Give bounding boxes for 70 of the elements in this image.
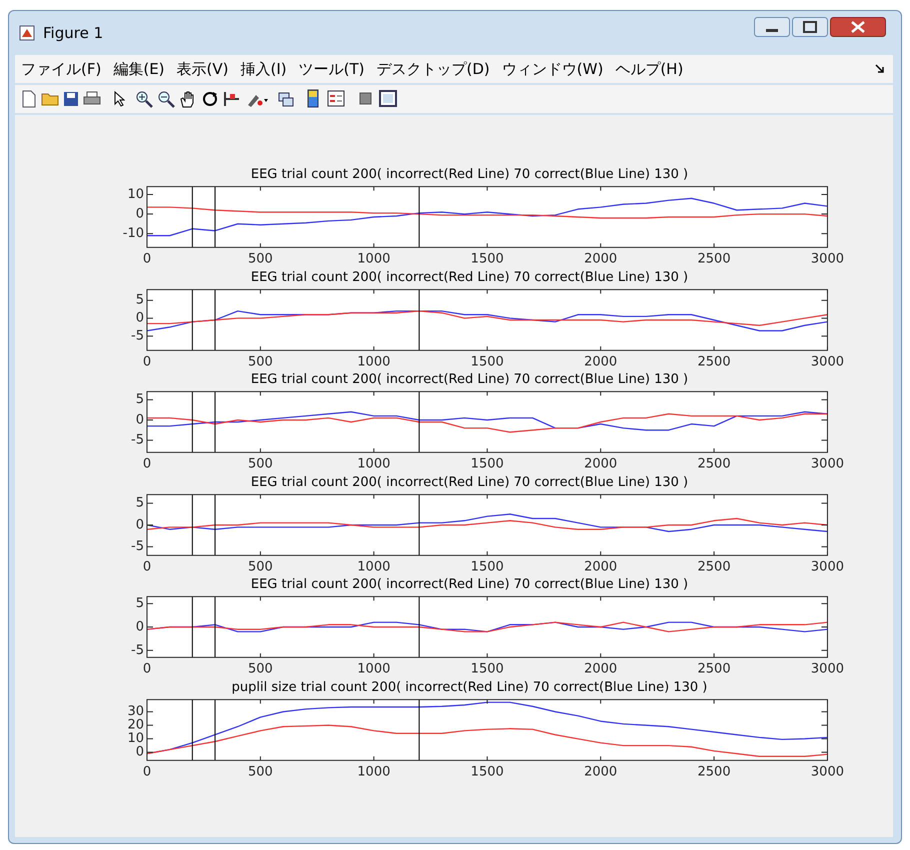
x-tick-label: 1000 — [357, 456, 390, 472]
x-tick-label: 2500 — [698, 662, 731, 677]
text: ツール(T) — [298, 60, 366, 78]
y-tick-label: -5 — [131, 328, 144, 343]
text: 表示(V) — [176, 60, 230, 78]
y-tick-label: 30 — [127, 704, 144, 719]
x-tick-label: 1500 — [470, 456, 504, 472]
chart-title: EEG trial count 200( incorrect(Red Line) 70 correct(Blue Line) 130 ) — [250, 270, 688, 285]
x-tick-label: 1500 — [470, 764, 504, 780]
x-tick-label: 500 — [248, 354, 273, 370]
x-tick-label: 2000 — [584, 456, 618, 472]
x-tick-label: 1000 — [357, 662, 390, 677]
text: ウィンドウ(W) — [500, 60, 604, 78]
y-tick-label: 0 — [136, 412, 144, 428]
x-tick-label: 2500 — [698, 354, 731, 370]
text: ヘルプ(H) — [614, 60, 684, 78]
x-tick-label: 1500 — [470, 559, 504, 574]
chart-title: puplil size trial count 200( incorrect(Red Line) 70 correct(Blue Line) 130 ) — [232, 680, 708, 695]
x-tick-label: 500 — [248, 559, 273, 574]
x-tick-label: 1000 — [357, 559, 390, 574]
x-tick-label: 2000 — [584, 764, 618, 780]
y-tick-label: 10 — [127, 186, 144, 202]
chart-title: EEG trial count 200( incorrect(Red Line) 70 correct(Blue Line) 130 ) — [250, 167, 688, 182]
y-tick-label: -5 — [131, 642, 144, 658]
x-tick-label: 1500 — [470, 252, 504, 267]
caption: Figure 1 — [43, 24, 104, 42]
y-tick-label: 5 — [136, 495, 144, 510]
x-tick-label: 500 — [248, 252, 273, 267]
x-tick-label: 2000 — [584, 252, 618, 267]
x-tick-label: 2500 — [698, 559, 731, 574]
x-tick-label: 500 — [248, 662, 273, 677]
x-tick-label: 1500 — [470, 662, 504, 677]
y-tick-label: 0 — [136, 516, 144, 532]
y-tick-label: -5 — [131, 538, 144, 554]
text: デスクトップ(D) — [376, 60, 491, 78]
y-tick-label: -5 — [131, 432, 144, 448]
x-tick-label: 2500 — [698, 252, 731, 267]
chart-title: EEG trial count 200( incorrect(Red Line) 70 correct(Blue Line) 130 ) — [250, 577, 688, 592]
x-tick-label: 2000 — [584, 559, 618, 574]
text: 編集(E) — [112, 60, 166, 78]
x-tick-label: 500 — [248, 456, 273, 472]
y-tick-label: 20 — [127, 717, 144, 732]
y-tick-label: 0 — [136, 206, 144, 222]
y-tick-label: 0 — [136, 619, 144, 634]
x-tick-label: 1000 — [357, 354, 390, 370]
y-tick-label: -10 — [122, 226, 144, 242]
chart-title: EEG trial count 200( incorrect(Red Line) 70 correct(Blue Line) 130 ) — [250, 474, 688, 490]
x-tick-label: 3000 — [810, 559, 844, 574]
x-tick-label: 3000 — [810, 354, 844, 370]
x-tick-label: 1500 — [470, 354, 504, 370]
x-tick-label: 500 — [248, 764, 273, 780]
x-tick-label: 2500 — [698, 764, 731, 780]
x-tick-label: 1000 — [357, 252, 390, 267]
y-tick-label: 5 — [136, 596, 144, 611]
y-tick-label: 5 — [136, 292, 144, 308]
y-tick-label: 10 — [127, 730, 144, 746]
y-tick-label: 5 — [136, 392, 144, 408]
y-tick-label: 0 — [136, 744, 144, 760]
chart-title: EEG trial count 200( incorrect(Red Line) 70 correct(Blue Line) 130 ) — [250, 372, 688, 388]
x-tick-label: 3000 — [810, 252, 844, 267]
x-tick-label: 3000 — [810, 456, 844, 472]
x-tick-label: 1000 — [357, 764, 390, 780]
x-tick-label: 3000 — [810, 764, 844, 780]
text: 挿入(I) — [240, 60, 288, 78]
x-tick-label: 3000 — [810, 662, 844, 677]
x-tick-label: 2000 — [584, 354, 618, 370]
text: ファイル(F) — [20, 60, 102, 78]
x-tick-label: 2500 — [698, 456, 731, 472]
y-tick-label: 0 — [136, 310, 144, 326]
x-tick-label: 2000 — [584, 662, 618, 677]
